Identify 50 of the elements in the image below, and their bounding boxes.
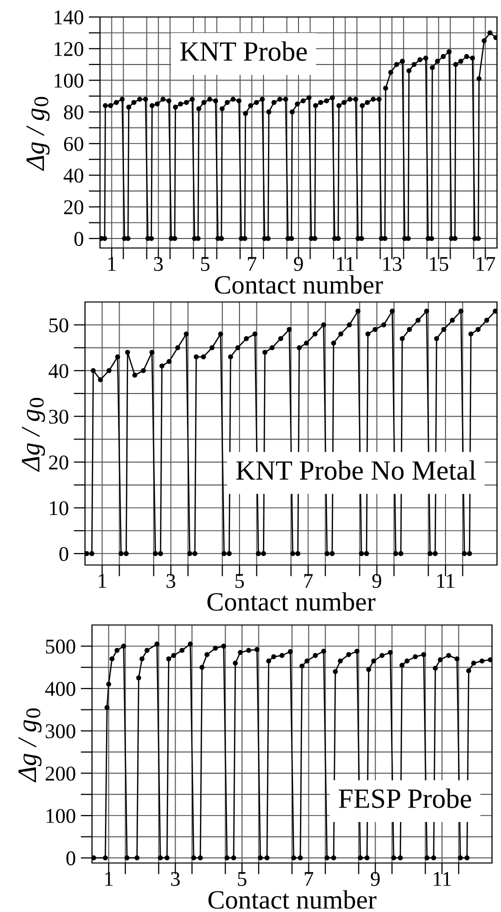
y-tick-label: 120 xyxy=(54,42,84,56)
y-tick-label: 50 xyxy=(49,318,68,332)
x-tick-label: 3 xyxy=(171,872,180,886)
y-tick-label: 300 xyxy=(46,724,76,738)
x-tick-label: 7 xyxy=(304,872,314,886)
y-tick-label: 80 xyxy=(64,105,84,120)
y-tick-label: 200 xyxy=(46,766,76,781)
x-tick-label: 15 xyxy=(430,257,448,271)
x-tick-label: 1 xyxy=(108,257,116,271)
x-tick-label: 17 xyxy=(476,257,496,271)
x-tick-label: 5 xyxy=(238,872,246,886)
x-tick-label: 1 xyxy=(98,574,106,588)
x-tick-label: 11 xyxy=(434,872,451,886)
annotation: KNT Probe No Metal xyxy=(236,460,476,480)
x-tick-label: 3 xyxy=(154,256,163,271)
x-tick-label: 1 xyxy=(105,872,113,886)
y-tick-label: 0 xyxy=(74,232,84,246)
x-tick-label: 7 xyxy=(304,574,313,588)
y-tick-label: 20 xyxy=(64,200,84,214)
x-axis-title: Contact number xyxy=(208,890,376,909)
y-tick-label: 140 xyxy=(54,10,84,24)
x-axis-title: Contact number xyxy=(214,275,383,294)
y-tick-label: 100 xyxy=(54,74,84,88)
y-tick-label: 30 xyxy=(49,410,68,424)
x-axis-title: Contact number xyxy=(207,592,376,611)
annotation: KNT Probe xyxy=(180,41,307,61)
annotation: FESP Probe xyxy=(338,788,472,808)
y-tick-label: 0 xyxy=(66,851,76,866)
y-tick-label: 0 xyxy=(59,546,68,561)
x-tick-label: 11 xyxy=(437,574,454,588)
x-tick-label: 5 xyxy=(201,257,210,271)
x-tick-label: 3 xyxy=(166,574,176,588)
x-tick-label: 13 xyxy=(383,256,402,271)
x-tick-label: 9 xyxy=(294,256,303,271)
y-axis-title: Δg / g$_{0}$ xyxy=(18,708,42,782)
y-axis-title: Δg / g$_{0}$ xyxy=(22,398,45,472)
x-tick-label: 11 xyxy=(337,257,354,271)
x-tick-label: 9 xyxy=(372,574,382,588)
x-tick-label: 5 xyxy=(236,574,244,588)
y-tick-label: 20 xyxy=(49,455,68,470)
x-tick-label: 7 xyxy=(248,257,256,271)
x-tick-label: 9 xyxy=(370,872,380,886)
y-tick-label: 500 xyxy=(46,640,76,654)
y-tick-label: 40 xyxy=(64,168,84,183)
y-tick-label: 100 xyxy=(46,808,76,824)
y-tick-label: 60 xyxy=(64,136,84,152)
y-axis-title: Δg / g$_{0}$ xyxy=(26,96,50,171)
y-tick-label: 40 xyxy=(48,364,68,378)
y-tick-label: 400 xyxy=(45,682,76,696)
y-tick-label: 10 xyxy=(50,501,68,516)
